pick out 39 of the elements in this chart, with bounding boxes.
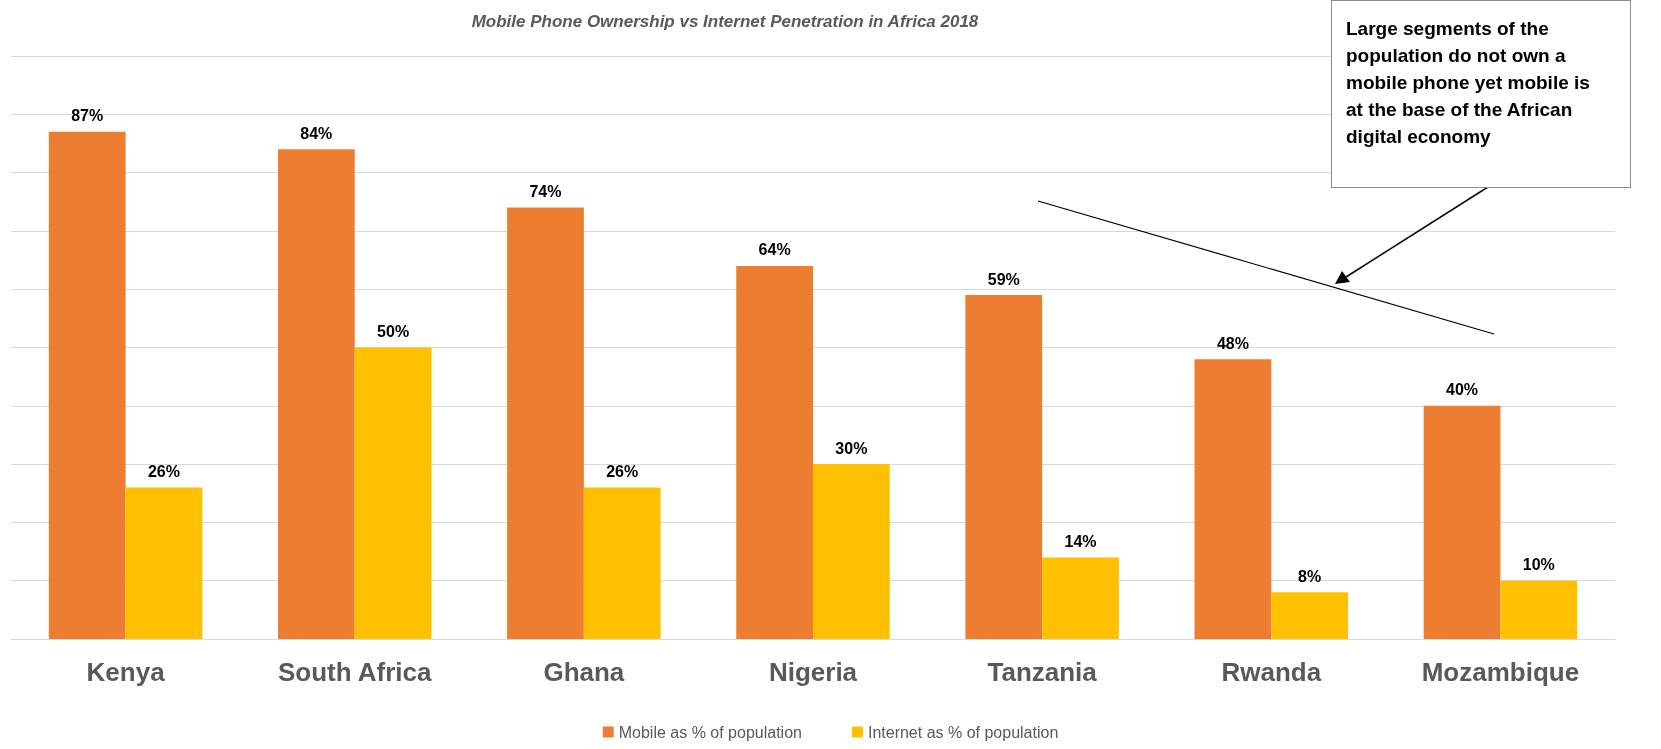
bar <box>1194 359 1272 639</box>
data-label: 26% <box>147 462 180 480</box>
data-label: 48% <box>1216 334 1249 352</box>
data-label: 26% <box>606 462 639 480</box>
x-tick-label: Rwanda <box>1221 657 1322 687</box>
x-tick-label: Kenya <box>86 657 166 687</box>
bar <box>48 131 126 639</box>
x-tick-label: Nigeria <box>768 657 858 687</box>
data-label: 84% <box>300 124 333 142</box>
data-label: 14% <box>1064 532 1097 550</box>
bar <box>354 347 432 639</box>
callout-box: Large segments of the population do not own a mobile phone yet mobile is at the base of the African digital economy <box>1331 0 1631 188</box>
data-label: 64% <box>758 241 791 259</box>
bar <box>507 207 584 639</box>
bar <box>813 464 890 639</box>
bar <box>1500 580 1578 639</box>
chart-title: Mobile Phone Ownership vs Internet Penetration in Africa 2018 <box>471 12 979 31</box>
data-label: 10% <box>1522 556 1555 574</box>
x-tick-label: Tanzania <box>987 657 1098 687</box>
data-label: 40% <box>1446 381 1479 399</box>
data-label: 50% <box>377 323 410 340</box>
data-label: 74% <box>529 183 562 201</box>
bar <box>1271 592 1349 639</box>
bar <box>125 487 203 639</box>
bar <box>277 149 355 639</box>
bar <box>965 295 1043 639</box>
bar <box>736 265 813 639</box>
bar <box>1042 557 1119 639</box>
legend-label: Mobile as % of population <box>618 723 802 741</box>
data-label: 87% <box>71 107 104 125</box>
bar <box>583 487 661 639</box>
data-label: 30% <box>835 439 868 457</box>
legend-label: Internet as % of population <box>867 723 1059 741</box>
x-tick-label: South Africa <box>277 657 433 687</box>
data-label: 59% <box>987 270 1020 288</box>
x-tick-label: Mozambique <box>1421 657 1580 687</box>
bar <box>1423 405 1501 639</box>
x-tick-label: Ghana <box>543 657 625 687</box>
data-label: 8% <box>1298 567 1322 585</box>
